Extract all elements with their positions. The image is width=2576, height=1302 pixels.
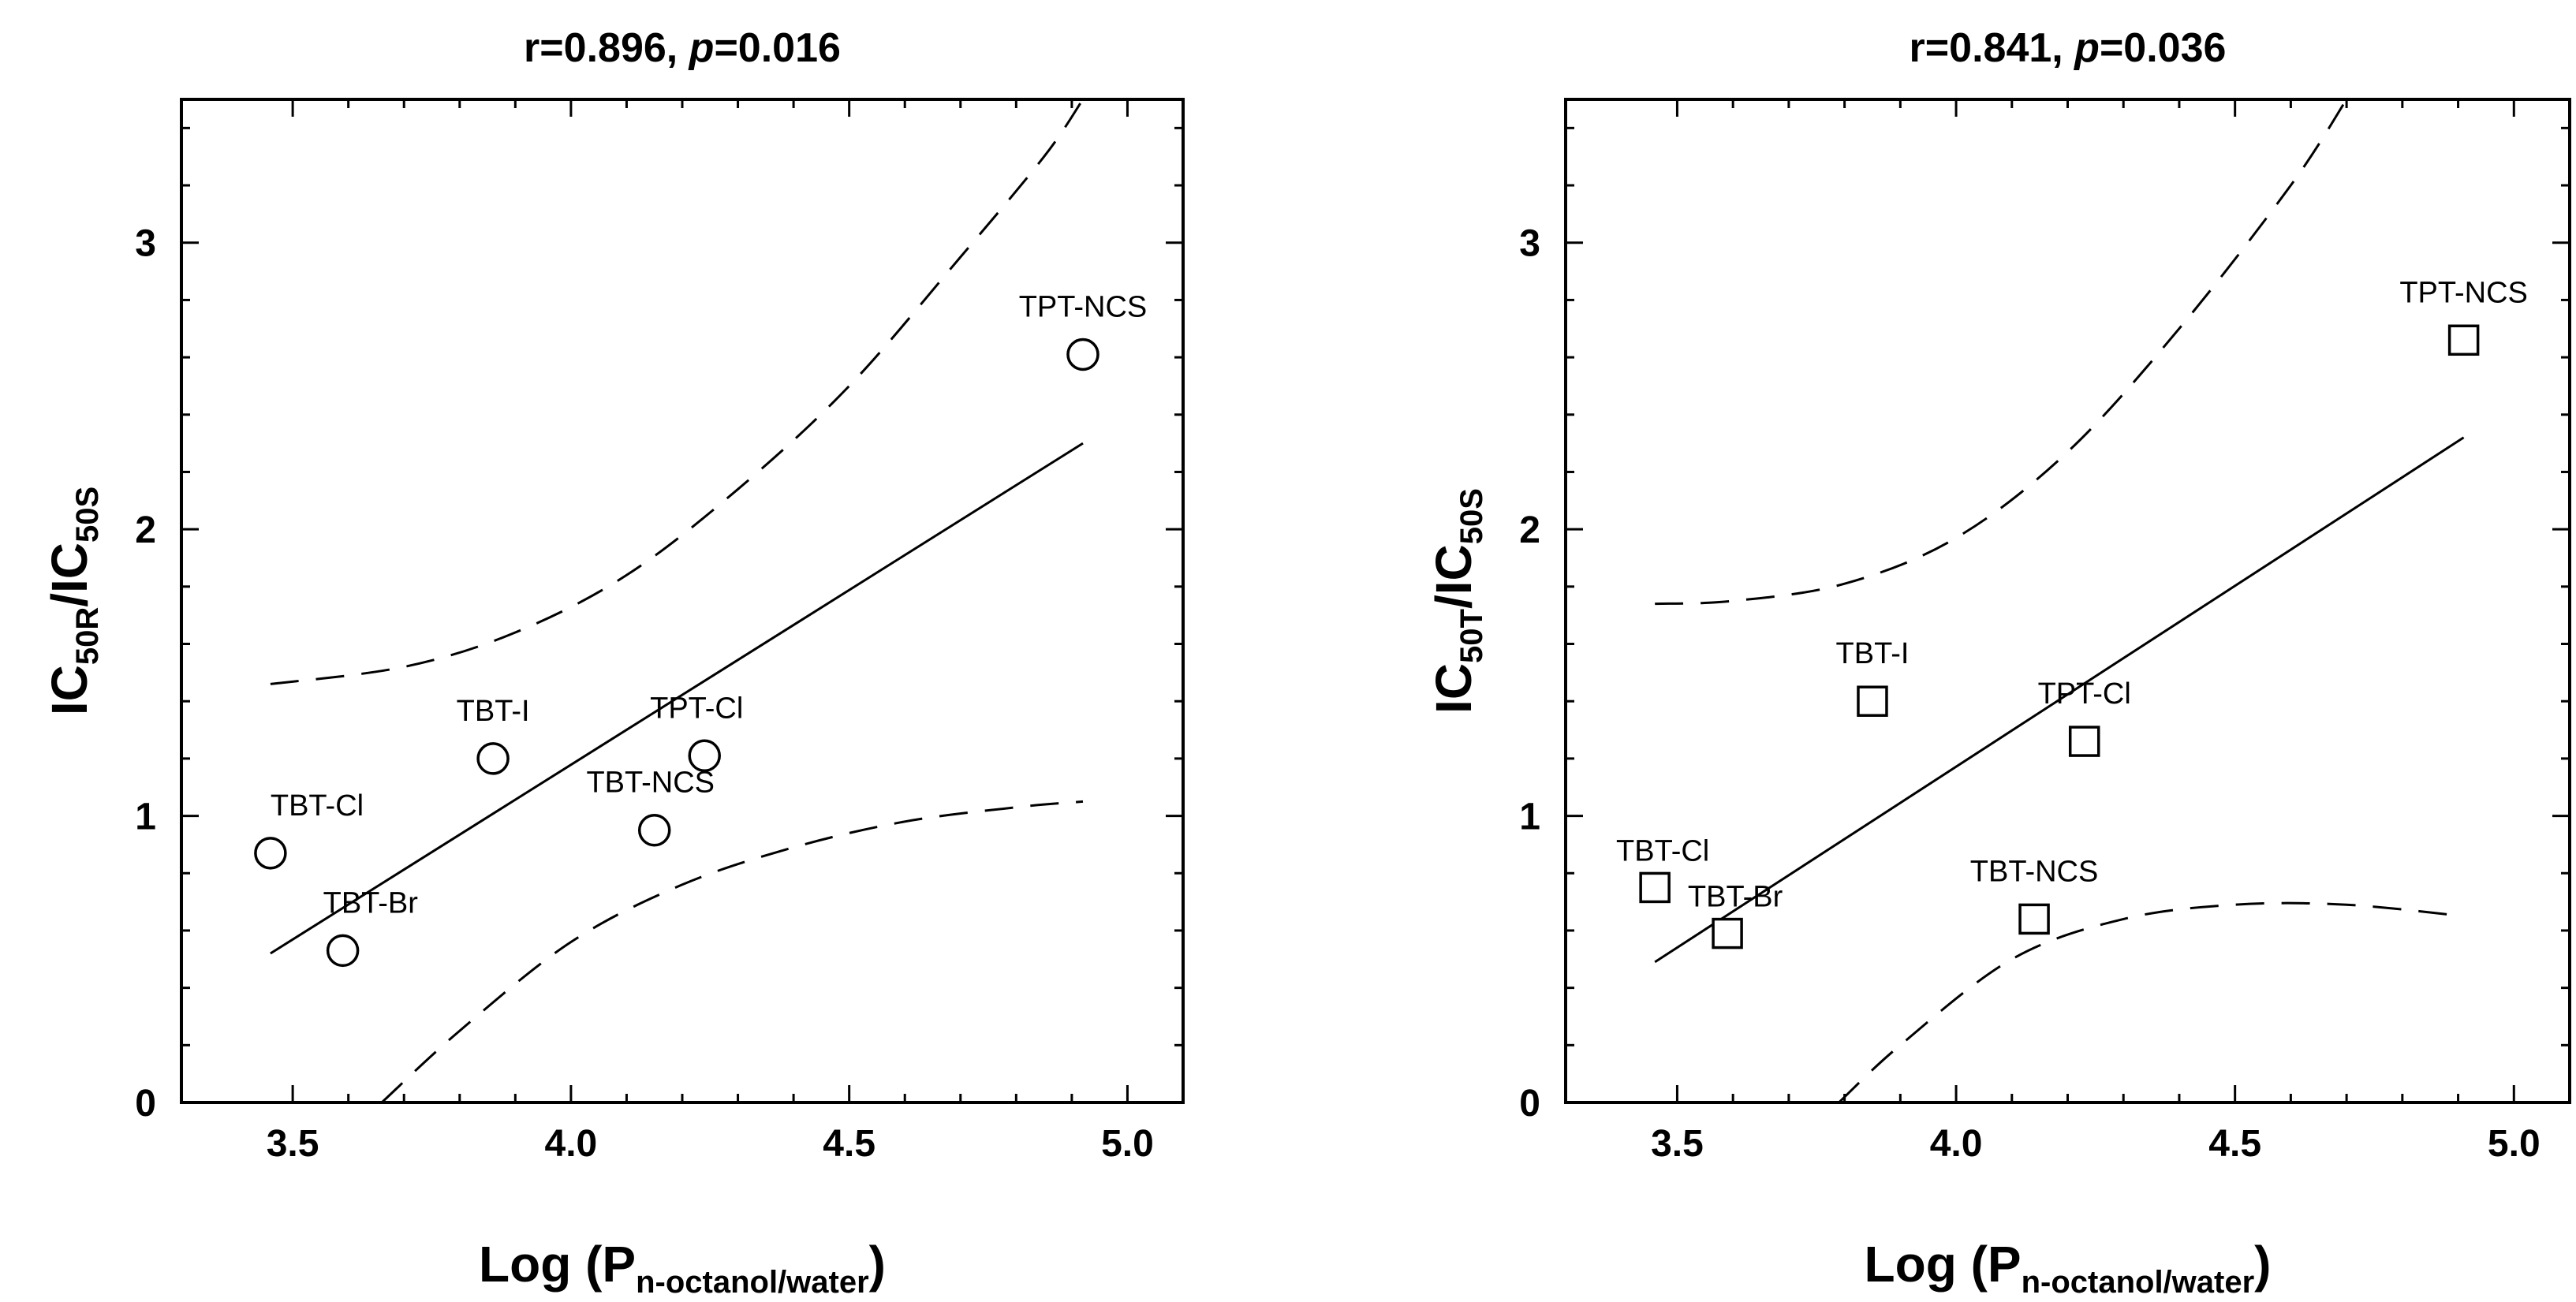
data-point bbox=[1857, 685, 1888, 717]
x-tick-label: 3.5 bbox=[267, 1123, 319, 1165]
data-point bbox=[476, 742, 510, 775]
x-axis-label: Log (Pn-octanol/water) bbox=[1865, 1236, 2272, 1300]
x-tick-label: 4.0 bbox=[1930, 1123, 1983, 1165]
data-point bbox=[1639, 871, 1671, 904]
data-point bbox=[1066, 338, 1099, 371]
confidence-band-lower bbox=[380, 800, 1084, 1102]
y-tick-label: 3 bbox=[1519, 223, 1540, 265]
y-tick-label: 2 bbox=[135, 509, 156, 551]
y-axis-label: IC50R/IC50S bbox=[41, 487, 105, 715]
data-point bbox=[1712, 917, 1743, 949]
point-label: TBT-I bbox=[457, 695, 530, 728]
point-label: TBT-Cl bbox=[271, 789, 364, 823]
confidence-band-upper bbox=[270, 99, 1085, 685]
plot-frame bbox=[1564, 98, 2571, 1104]
point-label: TPT-NCS bbox=[2399, 276, 2528, 309]
regression-line bbox=[1654, 436, 2465, 964]
y-tick-label: 0 bbox=[135, 1083, 156, 1125]
data-point bbox=[254, 837, 287, 870]
y-axis-label: IC50T/IC50S bbox=[1425, 488, 1489, 714]
point-label: TBT-Cl bbox=[1616, 834, 1709, 867]
data-point bbox=[688, 739, 721, 773]
x-tick-label: 4.5 bbox=[823, 1123, 875, 1165]
data-point bbox=[2447, 324, 2480, 356]
x-axis-label: Log (Pn-octanol/water) bbox=[479, 1236, 886, 1300]
point-label: TBT-NCS bbox=[1970, 855, 2099, 888]
data-point bbox=[637, 813, 671, 847]
point-label: TBT-I bbox=[1836, 637, 1910, 670]
x-tick-label: 4.5 bbox=[2208, 1123, 2261, 1165]
y-tick-label: 1 bbox=[135, 796, 156, 838]
point-label: TPT-Cl bbox=[2038, 677, 2131, 711]
x-tick-label: 4.0 bbox=[545, 1123, 598, 1165]
regression-line bbox=[270, 442, 1084, 955]
chart-title: r=0.896, p=0.016 bbox=[524, 25, 841, 71]
y-tick-label: 3 bbox=[135, 223, 156, 265]
confidence-band-upper bbox=[1655, 99, 2348, 606]
point-label: TBT-Br bbox=[323, 886, 419, 920]
x-tick-label: 5.0 bbox=[2488, 1123, 2541, 1165]
y-tick-label: 2 bbox=[1519, 509, 1540, 551]
y-tick-label: 0 bbox=[1519, 1083, 1540, 1125]
point-label: TBT-Br bbox=[1688, 881, 1783, 914]
point-label: TBT-NCS bbox=[586, 767, 715, 800]
confidence-band-lower bbox=[1838, 901, 2464, 1102]
x-tick-label: 5.0 bbox=[1101, 1123, 1154, 1165]
chart-panel-2: r=0.841, p=0.036 3.5 4.0 4.5 5.0 0 1 2 3 Log (Pn-… bbox=[1425, 25, 2571, 1300]
chart-title: r=0.841, p=0.036 bbox=[1910, 25, 2227, 71]
x-tick-label: 3.5 bbox=[1651, 1123, 1704, 1165]
point-label: TPT-Cl bbox=[650, 692, 743, 725]
data-point bbox=[2018, 903, 2050, 935]
chart-panel-1: r=0.896, p=0.016 3.5 4.0 4.5 5.0 0 1 2 3 Log (Pn-… bbox=[41, 25, 1185, 1300]
point-label: TPT-NCS bbox=[1019, 290, 1148, 323]
data-point bbox=[326, 934, 360, 968]
y-tick-label: 1 bbox=[1519, 796, 1540, 838]
data-point bbox=[2068, 726, 2100, 757]
